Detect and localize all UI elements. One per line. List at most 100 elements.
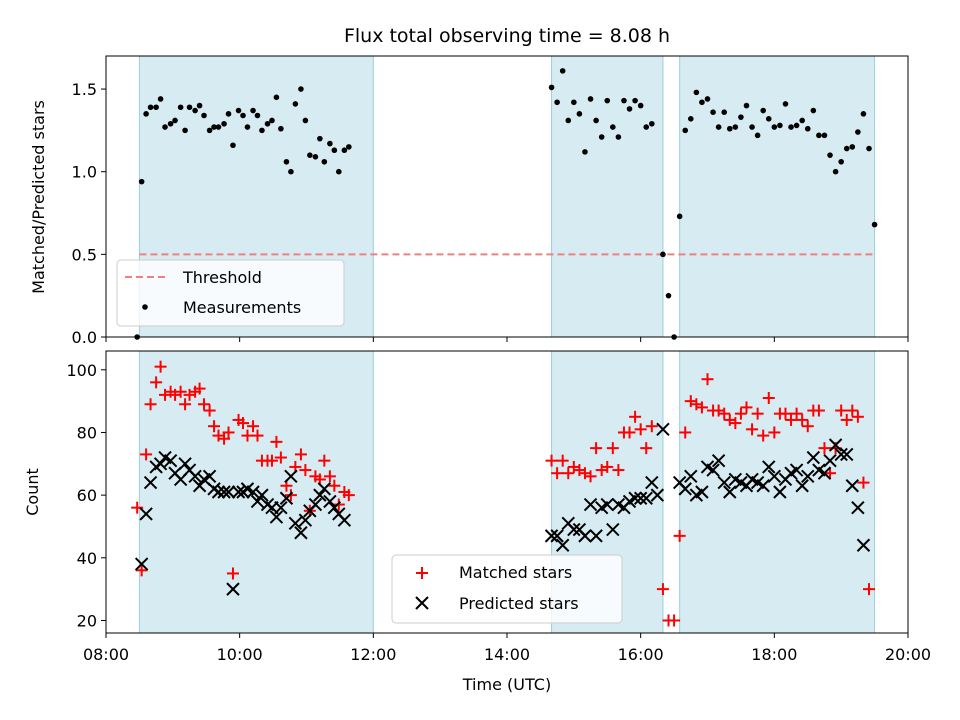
matched-star-marker — [701, 373, 714, 386]
predicted-star-marker — [246, 485, 260, 499]
marker-stroke — [711, 453, 726, 468]
predicted-star-marker — [269, 510, 284, 524]
measurement-point — [321, 158, 328, 165]
bottom-observing-windows — [138, 350, 876, 634]
matched-star-marker — [222, 426, 235, 439]
predicted-star-marker — [801, 469, 815, 484]
measurement-point — [665, 292, 672, 299]
matched-star-marker — [846, 404, 859, 417]
measurement-point — [240, 112, 246, 119]
marker-stroke — [656, 422, 670, 437]
marker-stroke — [255, 488, 269, 502]
matched-star-marker — [629, 410, 642, 423]
matched-star-marker — [824, 467, 837, 480]
matched-star-marker — [150, 376, 163, 389]
predicted-star-marker — [834, 447, 848, 462]
predicted-star-marker — [578, 529, 592, 543]
top-legend-box — [116, 259, 345, 327]
marker-stroke — [611, 497, 626, 512]
marker-stroke — [274, 500, 288, 515]
measurement-point — [832, 168, 839, 175]
marker-stroke — [840, 447, 854, 462]
matched-star-marker — [818, 442, 831, 455]
predicted-star-marker — [767, 469, 782, 484]
predicted-star-marker — [656, 422, 670, 437]
measurement-point — [860, 111, 867, 117]
measurement-point — [726, 125, 733, 132]
marker-stroke — [639, 491, 653, 505]
predicted-star-marker — [298, 513, 313, 527]
marker-stroke — [834, 447, 848, 462]
measurement-point — [211, 124, 217, 130]
measurements-legend-swatch — [142, 304, 148, 310]
matched-star-marker — [623, 426, 636, 439]
measurement-point — [269, 117, 275, 124]
matched-star-marker — [198, 398, 211, 411]
matched-star-marker — [584, 470, 597, 483]
marker-stroke — [178, 457, 192, 471]
marker-stroke — [806, 450, 821, 465]
measurement-point — [587, 96, 594, 102]
measurement-point — [610, 124, 616, 130]
measurement-point — [273, 94, 280, 101]
measurement-point — [292, 101, 299, 107]
bottom-y-tick-label: 100 — [66, 361, 97, 380]
marker-stroke — [211, 485, 226, 499]
predicted-star-marker — [231, 485, 246, 499]
marker-stroke — [279, 491, 294, 505]
predicted-star-marker — [337, 513, 352, 527]
matched-star-marker — [590, 442, 603, 455]
measurement-point — [554, 99, 560, 106]
measurement-point — [626, 106, 633, 112]
predicted-star-marker — [211, 485, 226, 499]
measurement-point — [559, 68, 566, 74]
measurement-point — [331, 147, 338, 154]
measurement-point — [138, 178, 145, 185]
matched-star-marker — [673, 529, 686, 542]
matched-star-marker — [729, 417, 742, 430]
predicted-star-marker — [706, 463, 720, 477]
predicted-star-marker — [856, 538, 871, 552]
matched-star-marker — [762, 392, 775, 404]
predicted-star-marker — [817, 466, 832, 480]
predicted-star-marker — [789, 463, 804, 477]
predicted-star-marker — [279, 491, 294, 505]
matched-star-marker — [718, 407, 731, 420]
marker-stroke — [158, 450, 172, 465]
predicted-star-marker — [845, 479, 860, 493]
predicted-star-marker — [139, 507, 153, 521]
top-y-tick-label: 0.0 — [72, 328, 97, 347]
x-tick-label: 14:00 — [484, 645, 530, 664]
measurement-point — [660, 251, 666, 258]
matched-star-marker — [174, 385, 187, 398]
predicted-star-marker — [717, 475, 731, 490]
marker-stroke — [851, 500, 865, 515]
measurement-point — [206, 127, 213, 134]
top-y-ticks: 0.0 0.5 1.0 1.5 — [72, 80, 106, 347]
top-x-ticks — [105, 337, 909, 342]
measurement-point — [788, 124, 794, 130]
measurement-point — [804, 125, 811, 132]
marker-stroke — [700, 460, 715, 474]
measurement-point — [196, 102, 203, 109]
measurement-point — [346, 144, 352, 150]
measurement-point — [283, 158, 290, 165]
x-tick-label: 20:00 — [885, 645, 931, 664]
marker-stroke — [226, 582, 240, 596]
matched-star-marker — [746, 423, 759, 436]
marker-stroke — [578, 529, 592, 543]
matched-star-marker — [294, 448, 307, 461]
predicted-star-marker — [284, 469, 298, 484]
measurement-point — [715, 124, 722, 130]
measurement-point — [760, 107, 766, 114]
matched-star-marker — [154, 360, 167, 373]
marker-stroke — [750, 475, 765, 490]
marker-stroke — [246, 485, 260, 499]
predicted-star-marker — [255, 488, 269, 502]
marker-stroke — [633, 491, 648, 505]
marker-stroke — [823, 453, 837, 468]
matched-star-marker — [634, 423, 647, 436]
measurement-point — [172, 117, 178, 124]
matched-legend-label: Matched stars — [459, 563, 572, 582]
matched-star-marker — [640, 442, 653, 455]
